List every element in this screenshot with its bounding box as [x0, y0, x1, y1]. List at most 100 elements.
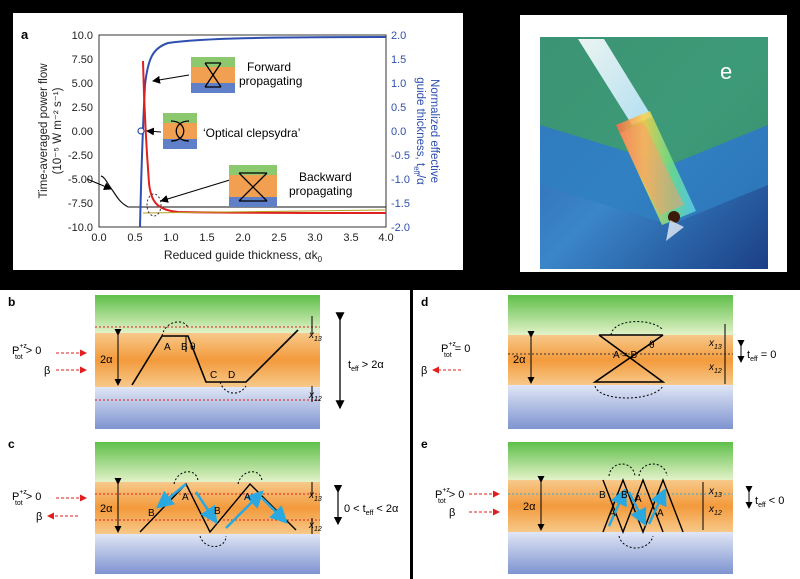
cyan-ray — [156, 483, 187, 509]
right-tick: 1.0 — [391, 78, 406, 90]
cladding-top — [508, 295, 733, 335]
label-B: B — [621, 490, 628, 501]
backward-label: Backward — [299, 170, 352, 184]
label-A: A — [164, 342, 171, 353]
y-axis-label-right: Normalized effective — [428, 79, 440, 183]
substrate-layer — [508, 385, 733, 429]
right-tick: 0.0 — [391, 126, 406, 138]
p-tot-label: P+z tot > 0 — [435, 487, 464, 505]
right-tick: 1.5 — [391, 54, 406, 66]
panel-c-letter: c — [8, 437, 15, 451]
right-tick: 2.0 — [391, 30, 406, 42]
panel-a: a 10.0 7.50 5.00 2.50 0.00 -2.50 -5.00 -… — [13, 13, 463, 270]
goos-hanchen-top — [161, 321, 189, 337]
render-image: e — [540, 37, 768, 269]
right-tick: -1.0 — [391, 174, 410, 186]
beta-label: β — [36, 511, 42, 523]
y-axis-label-right-2: guide thickness, teff/α — [412, 77, 426, 185]
panel-b-letter: b — [8, 295, 15, 309]
crossing-marker — [137, 127, 145, 135]
left-tick: 10.0 — [72, 30, 93, 42]
panel-b: b P+z tot > 0 β 2α A B θ C D x13 x12 teff… — [0, 290, 410, 432]
goos-hanchen-bottom — [199, 535, 227, 547]
thickness-label: 2α — [100, 503, 113, 515]
left-tick: 5.00 — [72, 78, 93, 90]
goos-hanchen-bottom — [618, 535, 654, 549]
backward-inset-icon — [229, 165, 277, 207]
cyan-ray — [607, 487, 627, 527]
panel-a-chart: a 10.0 7.50 5.00 2.50 0.00 -2.50 -5.00 -… — [21, 27, 440, 264]
substrate-layer — [95, 387, 320, 429]
x13-label: x13 — [308, 330, 322, 343]
p-tot-label: P+z tot > 0 — [12, 489, 41, 507]
clepsydra-label: ‘Optical clepsydra’ — [203, 126, 300, 140]
right-tick: -2.0 — [391, 222, 410, 234]
thickness-label: 2α — [523, 501, 536, 513]
x12-label: x12 — [308, 390, 322, 403]
left-tick: 7.50 — [72, 54, 93, 66]
x-tick: 4.0 — [378, 232, 393, 244]
panel-e: e P+z tot > 0 β 2α B B A A A x13 x12 teff… — [413, 432, 800, 579]
panel-d: d P+z tot = 0 β 2α A = B θ x13 x12 teff =… — [413, 290, 800, 432]
blue-curve — [139, 36, 387, 228]
label-A: A — [635, 494, 642, 505]
beta-label: β — [421, 365, 427, 377]
cladding-top — [95, 442, 320, 482]
panel-c: c P+z tot > 0 β 2α B A B A x13 x12 0 < te… — [0, 432, 410, 579]
black-curve-pointer-arrow — [86, 178, 112, 190]
goos-hanchen-top — [610, 321, 664, 336]
forward-pointer-arrow — [152, 74, 190, 84]
x12-label: x12 — [708, 504, 722, 517]
x-tick: 3.0 — [307, 232, 322, 244]
left-tick: 0.00 — [72, 126, 93, 138]
red-curve — [142, 60, 387, 214]
goos-hanchen-top — [237, 471, 263, 485]
forward-label-2: propagating — [239, 74, 302, 88]
label-A: A — [244, 492, 251, 503]
ray-path — [592, 334, 666, 383]
substrate-layer — [508, 532, 733, 574]
p-tot-label: P+z tot > 0 — [12, 343, 41, 361]
goos-hanchen-top — [638, 463, 668, 477]
right-tick: -0.5 — [391, 150, 410, 162]
x13-label: x13 — [708, 338, 722, 351]
label-B: B — [181, 342, 188, 353]
dotted-ellipse — [146, 193, 162, 217]
x-tick: 2.0 — [235, 232, 250, 244]
right-tick: -1.5 — [391, 198, 410, 210]
panel-e-letter: e — [421, 437, 428, 451]
cyan-ray — [225, 490, 264, 529]
left-tick: -2.50 — [68, 150, 93, 162]
right-tick: 0.5 — [391, 102, 406, 114]
goos-hanchen-bottom — [594, 385, 664, 399]
x-axis-label: Reduced guide thickness, αk0 — [164, 248, 323, 264]
label-A-equals-B: A = B — [613, 350, 638, 361]
x-tick: 0.5 — [127, 232, 142, 244]
cyan-ray — [647, 487, 667, 525]
backward-label-2: propagating — [289, 184, 352, 198]
left-tick: 2.50 — [72, 102, 93, 114]
x-tick: 1.0 — [163, 232, 178, 244]
label-theta: θ — [190, 342, 196, 353]
thickness-label: 2α — [100, 354, 113, 366]
teff-label: teff > 2α — [348, 359, 384, 373]
goos-hanchen-top — [173, 471, 199, 485]
backward-pointer-arrow — [160, 178, 234, 203]
left-tick: -5.00 — [68, 174, 93, 186]
panel-d-letter: d — [421, 295, 428, 309]
label-A: A — [182, 492, 189, 503]
cyan-ray — [261, 497, 288, 524]
olive-curve — [142, 209, 387, 214]
teff-label: teff < 0 — [755, 495, 784, 509]
forward-inset-icon — [191, 57, 235, 93]
clepsydra-pointer-arrow — [146, 127, 162, 136]
render-letter: e — [720, 59, 732, 84]
label-D: D — [228, 370, 235, 381]
x-tick: 1.5 — [199, 232, 214, 244]
x13-label: x13 — [708, 486, 722, 499]
p-tot-label: P+z tot = 0 — [441, 341, 470, 359]
teff-label: teff = 0 — [747, 349, 776, 363]
label-A: A — [609, 508, 616, 519]
beta-label: β — [449, 507, 455, 519]
x13-label: x13 — [308, 490, 322, 503]
